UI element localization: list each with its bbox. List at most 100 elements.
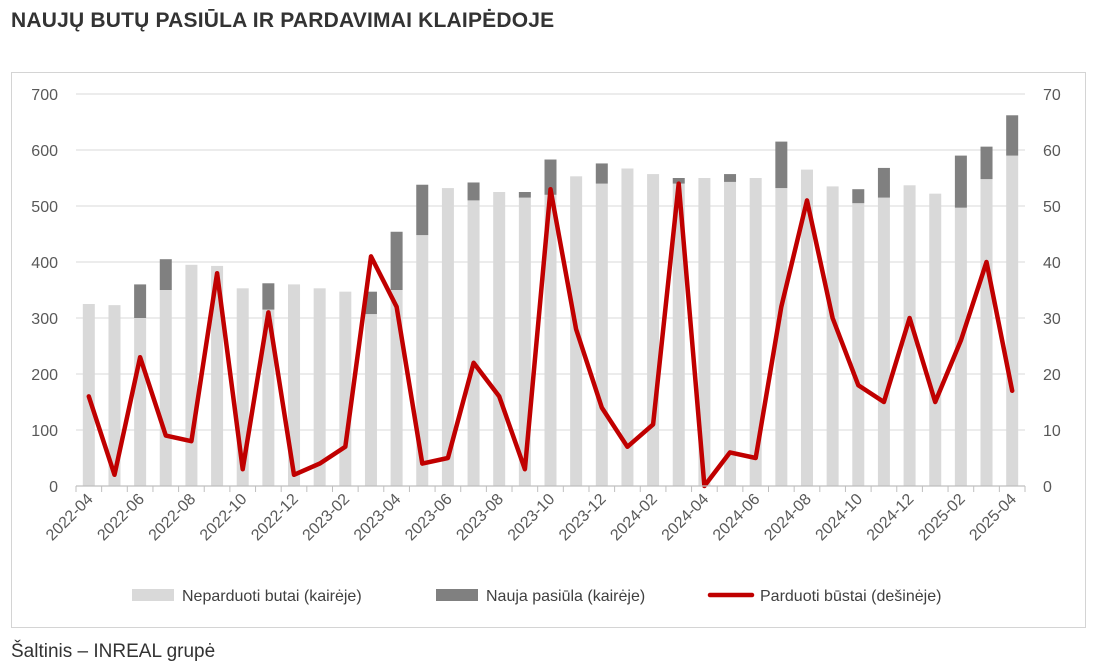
point-sold	[344, 446, 346, 448]
bar-unsold	[339, 291, 352, 486]
point-sold	[396, 306, 398, 308]
bar-new-supply	[416, 184, 429, 236]
x-tick-label: 2025-04	[966, 491, 1020, 545]
x-tick-label: 2024-04	[659, 491, 713, 545]
bar-unsold	[826, 186, 839, 486]
x-tick-label: 2023-08	[453, 491, 507, 545]
point-sold	[216, 272, 218, 274]
bar-new-supply	[518, 192, 531, 198]
x-tick-label: 2023-04	[351, 491, 405, 545]
chart-title: NAUJŲ BUTŲ PASIŪLA IR PARDAVIMAI KLAIPĖD…	[11, 9, 555, 32]
point-sold	[729, 451, 731, 453]
bar-unsold	[288, 284, 301, 486]
point-sold	[678, 183, 680, 185]
legend-sold-label: Parduoti būstai (dešinėje)	[760, 588, 941, 605]
point-sold	[524, 468, 526, 470]
bar-unsold	[929, 193, 942, 486]
point-sold	[550, 188, 551, 190]
bar-unsold	[775, 188, 788, 486]
bar-unsold	[441, 188, 454, 486]
bar-unsold	[262, 309, 275, 486]
bar-new-supply	[364, 291, 377, 315]
point-sold	[575, 328, 577, 330]
point-sold	[934, 401, 936, 403]
point-sold	[165, 435, 167, 437]
x-tick-label: 2022-06	[94, 491, 148, 545]
y-left-tick-label: 500	[31, 199, 58, 216]
y-left-tick-label: 300	[31, 311, 58, 328]
point-sold	[626, 446, 628, 448]
bar-unsold	[672, 183, 685, 486]
bar-unsold	[621, 168, 634, 486]
bar-new-supply	[134, 284, 147, 318]
bar-unsold	[211, 265, 224, 486]
bar-new-supply	[980, 146, 993, 180]
point-sold	[139, 356, 141, 358]
point-sold	[857, 384, 859, 386]
bar-unsold	[954, 207, 967, 486]
bar-unsold	[595, 183, 608, 486]
y-right-tick-label: 40	[1043, 255, 1061, 272]
legend: Neparduoti butai (kairėje) Nauja pasiūla …	[132, 588, 941, 605]
bar-new-supply	[544, 159, 557, 195]
chart-svg: 0 100 200 300 400 500 600 700 0 10 20 30 40 50 60 70 202…	[31, 87, 1061, 605]
legend-unsold-swatch	[132, 589, 174, 601]
x-tick-label: 2023-12	[556, 491, 610, 545]
point-sold	[190, 440, 192, 442]
source-note: Šaltinis – INREAL grupė	[11, 641, 216, 662]
bar-unsold	[493, 192, 506, 486]
point-sold	[652, 423, 654, 425]
point-sold	[473, 362, 475, 364]
bar-new-supply	[877, 167, 890, 198]
point-sold	[293, 474, 295, 476]
legend-new-supply-swatch	[436, 589, 478, 601]
bar-new-supply	[390, 231, 403, 290]
point-sold	[601, 407, 603, 409]
bar-unsold	[134, 318, 147, 486]
bar-unsold	[1006, 155, 1019, 486]
bar-new-supply	[672, 178, 685, 184]
point-sold	[88, 395, 90, 397]
y-left-tick-label: 200	[31, 367, 58, 384]
bar-unsold	[698, 178, 711, 486]
x-tick-label: 2023-06	[402, 491, 456, 545]
x-tick-label: 2022-08	[146, 491, 200, 545]
x-tick-label: 2025-02	[915, 491, 969, 545]
bar-new-supply	[467, 182, 480, 201]
bar-new-supply	[954, 155, 967, 208]
point-sold	[498, 395, 500, 397]
line-layer	[86, 181, 1015, 489]
point-sold	[267, 311, 269, 313]
point-sold	[370, 255, 372, 257]
bar-new-supply	[595, 163, 608, 184]
bar-new-supply	[775, 141, 788, 189]
y-right-tick-label: 20	[1043, 367, 1061, 384]
y-right-tick-label: 50	[1043, 199, 1061, 216]
legend-unsold-label: Neparduoti butai (kairėje)	[182, 588, 362, 605]
x-tick-label: 2023-10	[505, 491, 559, 545]
y-right-tick-label: 10	[1043, 423, 1061, 440]
x-tick-label: 2022-10	[197, 491, 251, 545]
point-sold	[780, 306, 782, 308]
bar-unsold	[749, 178, 762, 486]
point-sold	[806, 199, 808, 201]
x-tick-label: 2022-04	[43, 491, 97, 545]
y-right-tick-label: 30	[1043, 311, 1061, 328]
x-tick-label: 2024-12	[864, 491, 918, 545]
point-sold	[447, 457, 449, 459]
point-sold	[986, 261, 988, 263]
point-sold	[113, 474, 115, 476]
y-left-tick-label: 400	[31, 255, 58, 272]
point-sold	[421, 463, 423, 465]
bar-new-supply	[159, 259, 172, 290]
y-right-tick-label: 70	[1043, 87, 1061, 104]
point-sold	[242, 468, 244, 470]
point-sold	[883, 401, 885, 403]
y-left-tick-label: 700	[31, 87, 58, 104]
bar-new-supply	[852, 189, 865, 204]
bar-new-supply	[1006, 115, 1019, 156]
bar-unsold	[467, 200, 480, 486]
bar-unsold	[185, 264, 198, 486]
point-sold	[1011, 390, 1013, 392]
bar-unsold	[724, 181, 737, 487]
